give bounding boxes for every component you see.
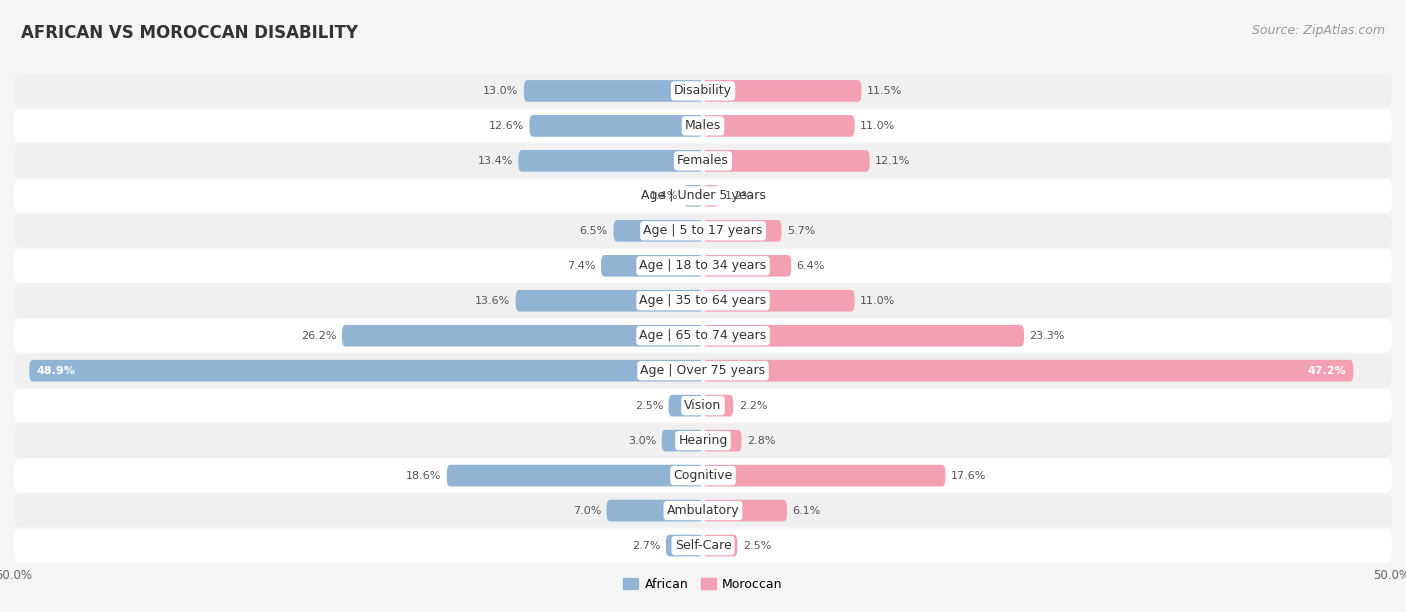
Text: 26.2%: 26.2%	[301, 330, 336, 341]
Text: 13.0%: 13.0%	[484, 86, 519, 96]
Text: 12.6%: 12.6%	[488, 121, 524, 131]
Text: 13.6%: 13.6%	[475, 296, 510, 306]
FancyBboxPatch shape	[524, 80, 703, 102]
FancyBboxPatch shape	[14, 74, 1392, 108]
FancyBboxPatch shape	[703, 220, 782, 242]
FancyBboxPatch shape	[14, 214, 1392, 248]
Text: Source: ZipAtlas.com: Source: ZipAtlas.com	[1251, 24, 1385, 37]
FancyBboxPatch shape	[14, 459, 1392, 493]
Text: Cognitive: Cognitive	[673, 469, 733, 482]
Text: 18.6%: 18.6%	[406, 471, 441, 480]
FancyBboxPatch shape	[703, 80, 862, 102]
Text: 6.4%: 6.4%	[797, 261, 825, 271]
FancyBboxPatch shape	[530, 115, 703, 136]
FancyBboxPatch shape	[703, 290, 855, 312]
Text: 13.4%: 13.4%	[478, 156, 513, 166]
Text: Males: Males	[685, 119, 721, 132]
Text: Age | Under 5 years: Age | Under 5 years	[641, 189, 765, 203]
Text: Ambulatory: Ambulatory	[666, 504, 740, 517]
Text: Age | 35 to 64 years: Age | 35 to 64 years	[640, 294, 766, 307]
Text: 48.9%: 48.9%	[37, 366, 75, 376]
FancyBboxPatch shape	[703, 150, 870, 172]
Text: 1.2%: 1.2%	[725, 191, 754, 201]
Text: Vision: Vision	[685, 399, 721, 412]
FancyBboxPatch shape	[14, 249, 1392, 283]
Text: Hearing: Hearing	[678, 434, 728, 447]
FancyBboxPatch shape	[14, 319, 1392, 353]
FancyBboxPatch shape	[703, 430, 741, 452]
FancyBboxPatch shape	[14, 144, 1392, 177]
Text: 5.7%: 5.7%	[787, 226, 815, 236]
FancyBboxPatch shape	[14, 354, 1392, 387]
FancyBboxPatch shape	[669, 395, 703, 417]
Text: Age | 5 to 17 years: Age | 5 to 17 years	[644, 225, 762, 237]
Text: 2.8%: 2.8%	[747, 436, 776, 446]
FancyBboxPatch shape	[703, 360, 1354, 381]
FancyBboxPatch shape	[14, 389, 1392, 422]
Text: 7.4%: 7.4%	[567, 261, 596, 271]
Text: AFRICAN VS MOROCCAN DISABILITY: AFRICAN VS MOROCCAN DISABILITY	[21, 24, 359, 42]
Text: 11.5%: 11.5%	[868, 86, 903, 96]
FancyBboxPatch shape	[14, 424, 1392, 457]
FancyBboxPatch shape	[519, 150, 703, 172]
FancyBboxPatch shape	[606, 500, 703, 521]
Text: 17.6%: 17.6%	[950, 471, 987, 480]
FancyBboxPatch shape	[683, 185, 703, 207]
FancyBboxPatch shape	[703, 185, 720, 207]
Text: Disability: Disability	[673, 84, 733, 97]
Legend: African, Moroccan: African, Moroccan	[619, 573, 787, 596]
FancyBboxPatch shape	[447, 465, 703, 487]
Text: Self-Care: Self-Care	[675, 539, 731, 552]
FancyBboxPatch shape	[30, 360, 703, 381]
Text: 3.0%: 3.0%	[628, 436, 657, 446]
FancyBboxPatch shape	[14, 494, 1392, 528]
FancyBboxPatch shape	[14, 284, 1392, 318]
Text: 11.0%: 11.0%	[860, 296, 896, 306]
FancyBboxPatch shape	[613, 220, 703, 242]
FancyBboxPatch shape	[600, 255, 703, 277]
Text: 6.1%: 6.1%	[793, 506, 821, 515]
FancyBboxPatch shape	[14, 109, 1392, 143]
FancyBboxPatch shape	[703, 115, 855, 136]
FancyBboxPatch shape	[703, 535, 738, 556]
Text: 2.7%: 2.7%	[631, 540, 661, 551]
Text: Age | Over 75 years: Age | Over 75 years	[641, 364, 765, 377]
Text: 23.3%: 23.3%	[1029, 330, 1064, 341]
Text: Age | 18 to 34 years: Age | 18 to 34 years	[640, 259, 766, 272]
FancyBboxPatch shape	[703, 395, 734, 417]
FancyBboxPatch shape	[703, 465, 945, 487]
FancyBboxPatch shape	[14, 179, 1392, 212]
Text: 2.5%: 2.5%	[742, 540, 772, 551]
Text: Age | 65 to 74 years: Age | 65 to 74 years	[640, 329, 766, 342]
FancyBboxPatch shape	[703, 500, 787, 521]
Text: 2.5%: 2.5%	[634, 401, 664, 411]
FancyBboxPatch shape	[666, 535, 703, 556]
Text: 11.0%: 11.0%	[860, 121, 896, 131]
Text: 47.2%: 47.2%	[1308, 366, 1347, 376]
Text: 6.5%: 6.5%	[579, 226, 607, 236]
FancyBboxPatch shape	[662, 430, 703, 452]
FancyBboxPatch shape	[703, 255, 792, 277]
Text: 7.0%: 7.0%	[572, 506, 600, 515]
Text: Females: Females	[678, 154, 728, 167]
Text: 12.1%: 12.1%	[875, 156, 911, 166]
Text: 1.4%: 1.4%	[650, 191, 678, 201]
FancyBboxPatch shape	[703, 325, 1024, 346]
Text: 2.2%: 2.2%	[738, 401, 768, 411]
FancyBboxPatch shape	[516, 290, 703, 312]
FancyBboxPatch shape	[14, 529, 1392, 562]
FancyBboxPatch shape	[342, 325, 703, 346]
